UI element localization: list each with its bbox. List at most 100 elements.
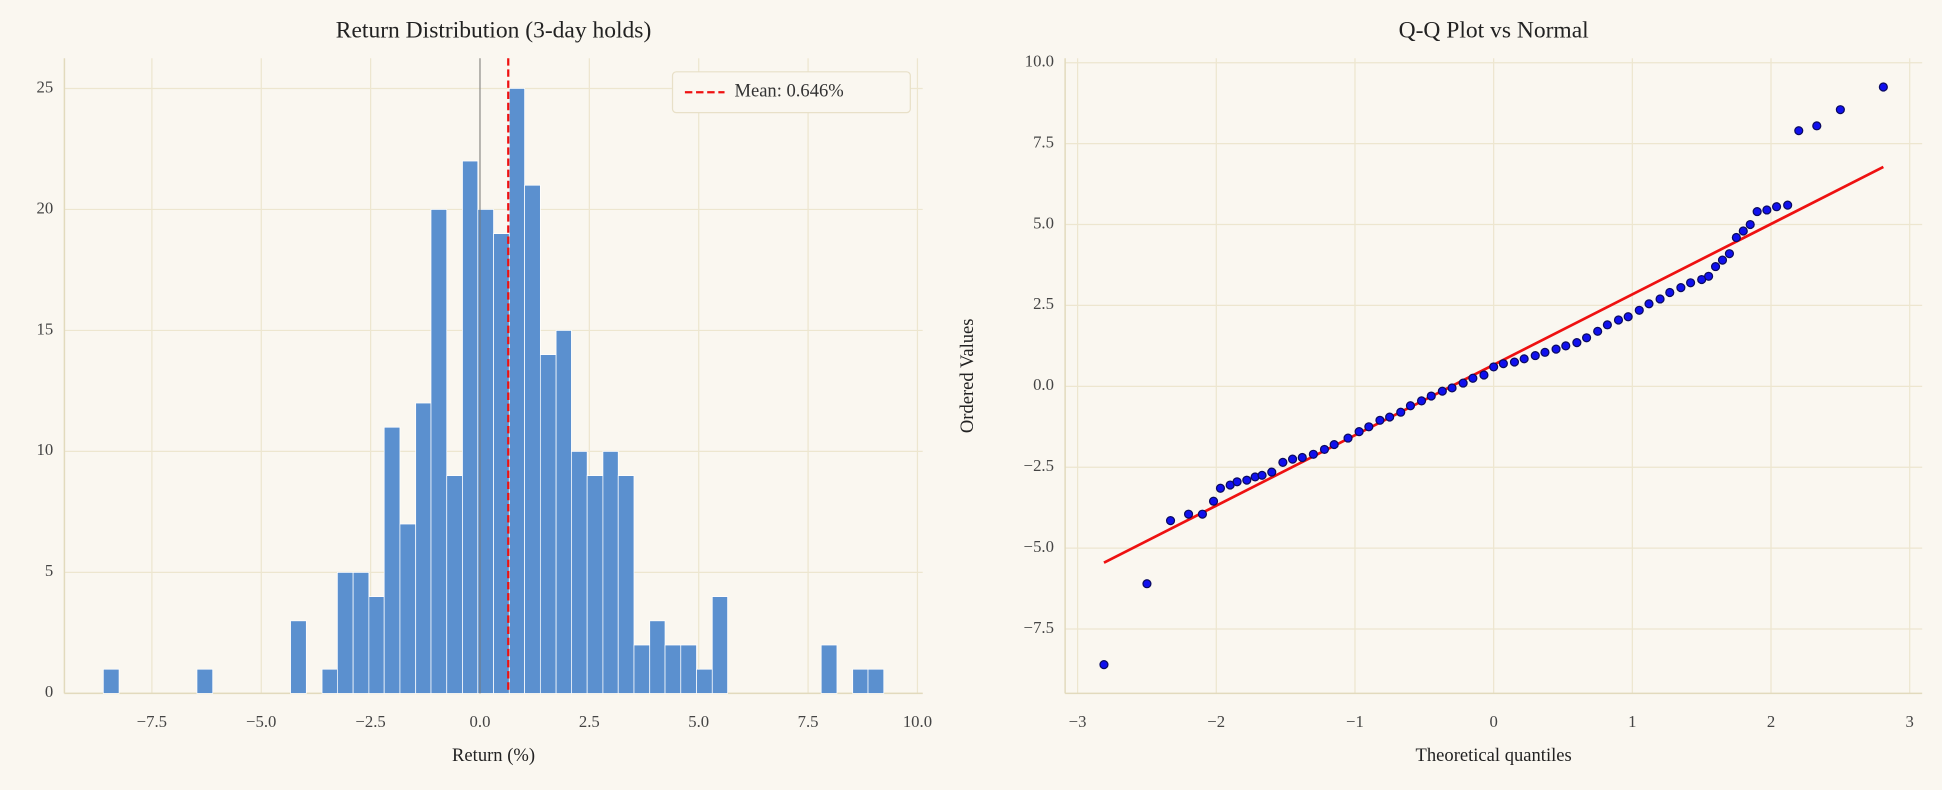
bar <box>462 160 479 694</box>
x-tick-label: 2 <box>1767 712 1775 731</box>
bar <box>102 668 120 694</box>
legend: Mean: 0.646% <box>671 71 911 114</box>
point <box>1468 373 1478 383</box>
point <box>1287 454 1298 464</box>
x-tick-label: 2.5 <box>579 712 600 731</box>
point <box>1686 278 1696 288</box>
y-tick-label: −2.5 <box>1024 456 1054 475</box>
y-tick-label: 10 <box>37 440 54 459</box>
bar <box>633 644 651 694</box>
bar <box>290 620 307 694</box>
point <box>1197 509 1208 519</box>
x-axis-label: Theoretical quantiles <box>1416 745 1572 766</box>
x-tick-label: −3 <box>1069 712 1087 731</box>
x-tick-label: 3 <box>1906 712 1914 731</box>
point <box>1581 333 1592 343</box>
y-tick-label: 20 <box>37 198 54 217</box>
bar <box>368 596 385 694</box>
point <box>1364 422 1374 432</box>
bar <box>415 402 432 694</box>
point <box>1489 362 1499 372</box>
point <box>1644 299 1654 309</box>
point <box>1405 401 1416 411</box>
subplot: −3 −2 −1 0 1 2 3 −7.5 −5.0 −2.5 0.0 2.5 5.0 7.5 10.0 Q-… <box>957 18 1923 766</box>
x-tick-label: −7.5 <box>137 712 167 731</box>
point <box>1704 271 1714 281</box>
bar <box>539 354 557 694</box>
point <box>1416 396 1427 406</box>
bar <box>524 184 541 694</box>
point <box>1142 579 1152 589</box>
bar <box>383 426 401 694</box>
bar <box>493 233 510 694</box>
x-tick-label: −5.0 <box>246 712 276 731</box>
point <box>1396 407 1406 417</box>
y-tick-label: 7.5 <box>1033 132 1054 151</box>
chart-title: Q-Q Plot vs Normal <box>1399 18 1590 44</box>
y-axis-label: Ordered Values <box>957 319 978 434</box>
y-tick-label: 5 <box>45 561 53 580</box>
point <box>1165 516 1176 526</box>
x-tick-label: 7.5 <box>798 712 819 731</box>
bar <box>337 572 354 694</box>
x-tick-label: 1 <box>1628 712 1636 731</box>
bar <box>852 668 869 694</box>
point <box>1479 370 1489 380</box>
point <box>1561 341 1571 351</box>
point <box>1183 509 1194 519</box>
point <box>1099 660 1109 670</box>
x-tick-label: 0.0 <box>470 712 491 731</box>
point <box>1530 351 1540 361</box>
x-tick-label: −1 <box>1346 712 1364 731</box>
bar <box>617 475 635 694</box>
point <box>1634 305 1644 315</box>
point <box>1762 205 1772 215</box>
point <box>1572 338 1582 348</box>
bar <box>867 668 885 694</box>
point <box>1509 357 1520 367</box>
point <box>1319 444 1330 455</box>
y-tick-label: 5.0 <box>1033 213 1054 232</box>
point <box>1257 470 1267 480</box>
x-tick-label: −2 <box>1207 712 1225 731</box>
bar <box>508 88 525 694</box>
bar <box>430 209 448 694</box>
y-tick-label: 2.5 <box>1033 294 1054 313</box>
bar <box>649 620 666 694</box>
point <box>1710 262 1721 272</box>
bar <box>711 596 728 694</box>
point <box>1752 207 1762 217</box>
point <box>1242 475 1252 485</box>
point <box>1498 359 1508 369</box>
point <box>1437 386 1447 396</box>
point <box>1794 126 1804 136</box>
point <box>1731 232 1741 243</box>
bar <box>321 668 338 694</box>
bar <box>820 644 838 694</box>
point <box>1812 121 1822 131</box>
point <box>1329 439 1339 450</box>
point <box>1385 412 1395 422</box>
point <box>1232 477 1242 487</box>
point <box>1602 320 1612 330</box>
bar <box>696 668 713 694</box>
bar <box>586 475 604 694</box>
bar <box>664 644 682 694</box>
y-tick-label: 0.0 <box>1033 375 1054 394</box>
bar <box>399 523 417 694</box>
bar <box>602 451 619 694</box>
point <box>1783 200 1793 210</box>
bar <box>352 572 370 694</box>
point <box>1623 312 1633 322</box>
bar <box>555 330 572 694</box>
y-tick-label: −5.0 <box>1024 537 1054 556</box>
point <box>1519 354 1529 364</box>
point <box>1878 82 1888 92</box>
point <box>1208 496 1219 506</box>
point <box>1738 226 1748 236</box>
point <box>1676 283 1686 293</box>
point <box>1343 433 1353 443</box>
x-tick-label: −2.5 <box>355 712 385 731</box>
point <box>1278 457 1288 467</box>
